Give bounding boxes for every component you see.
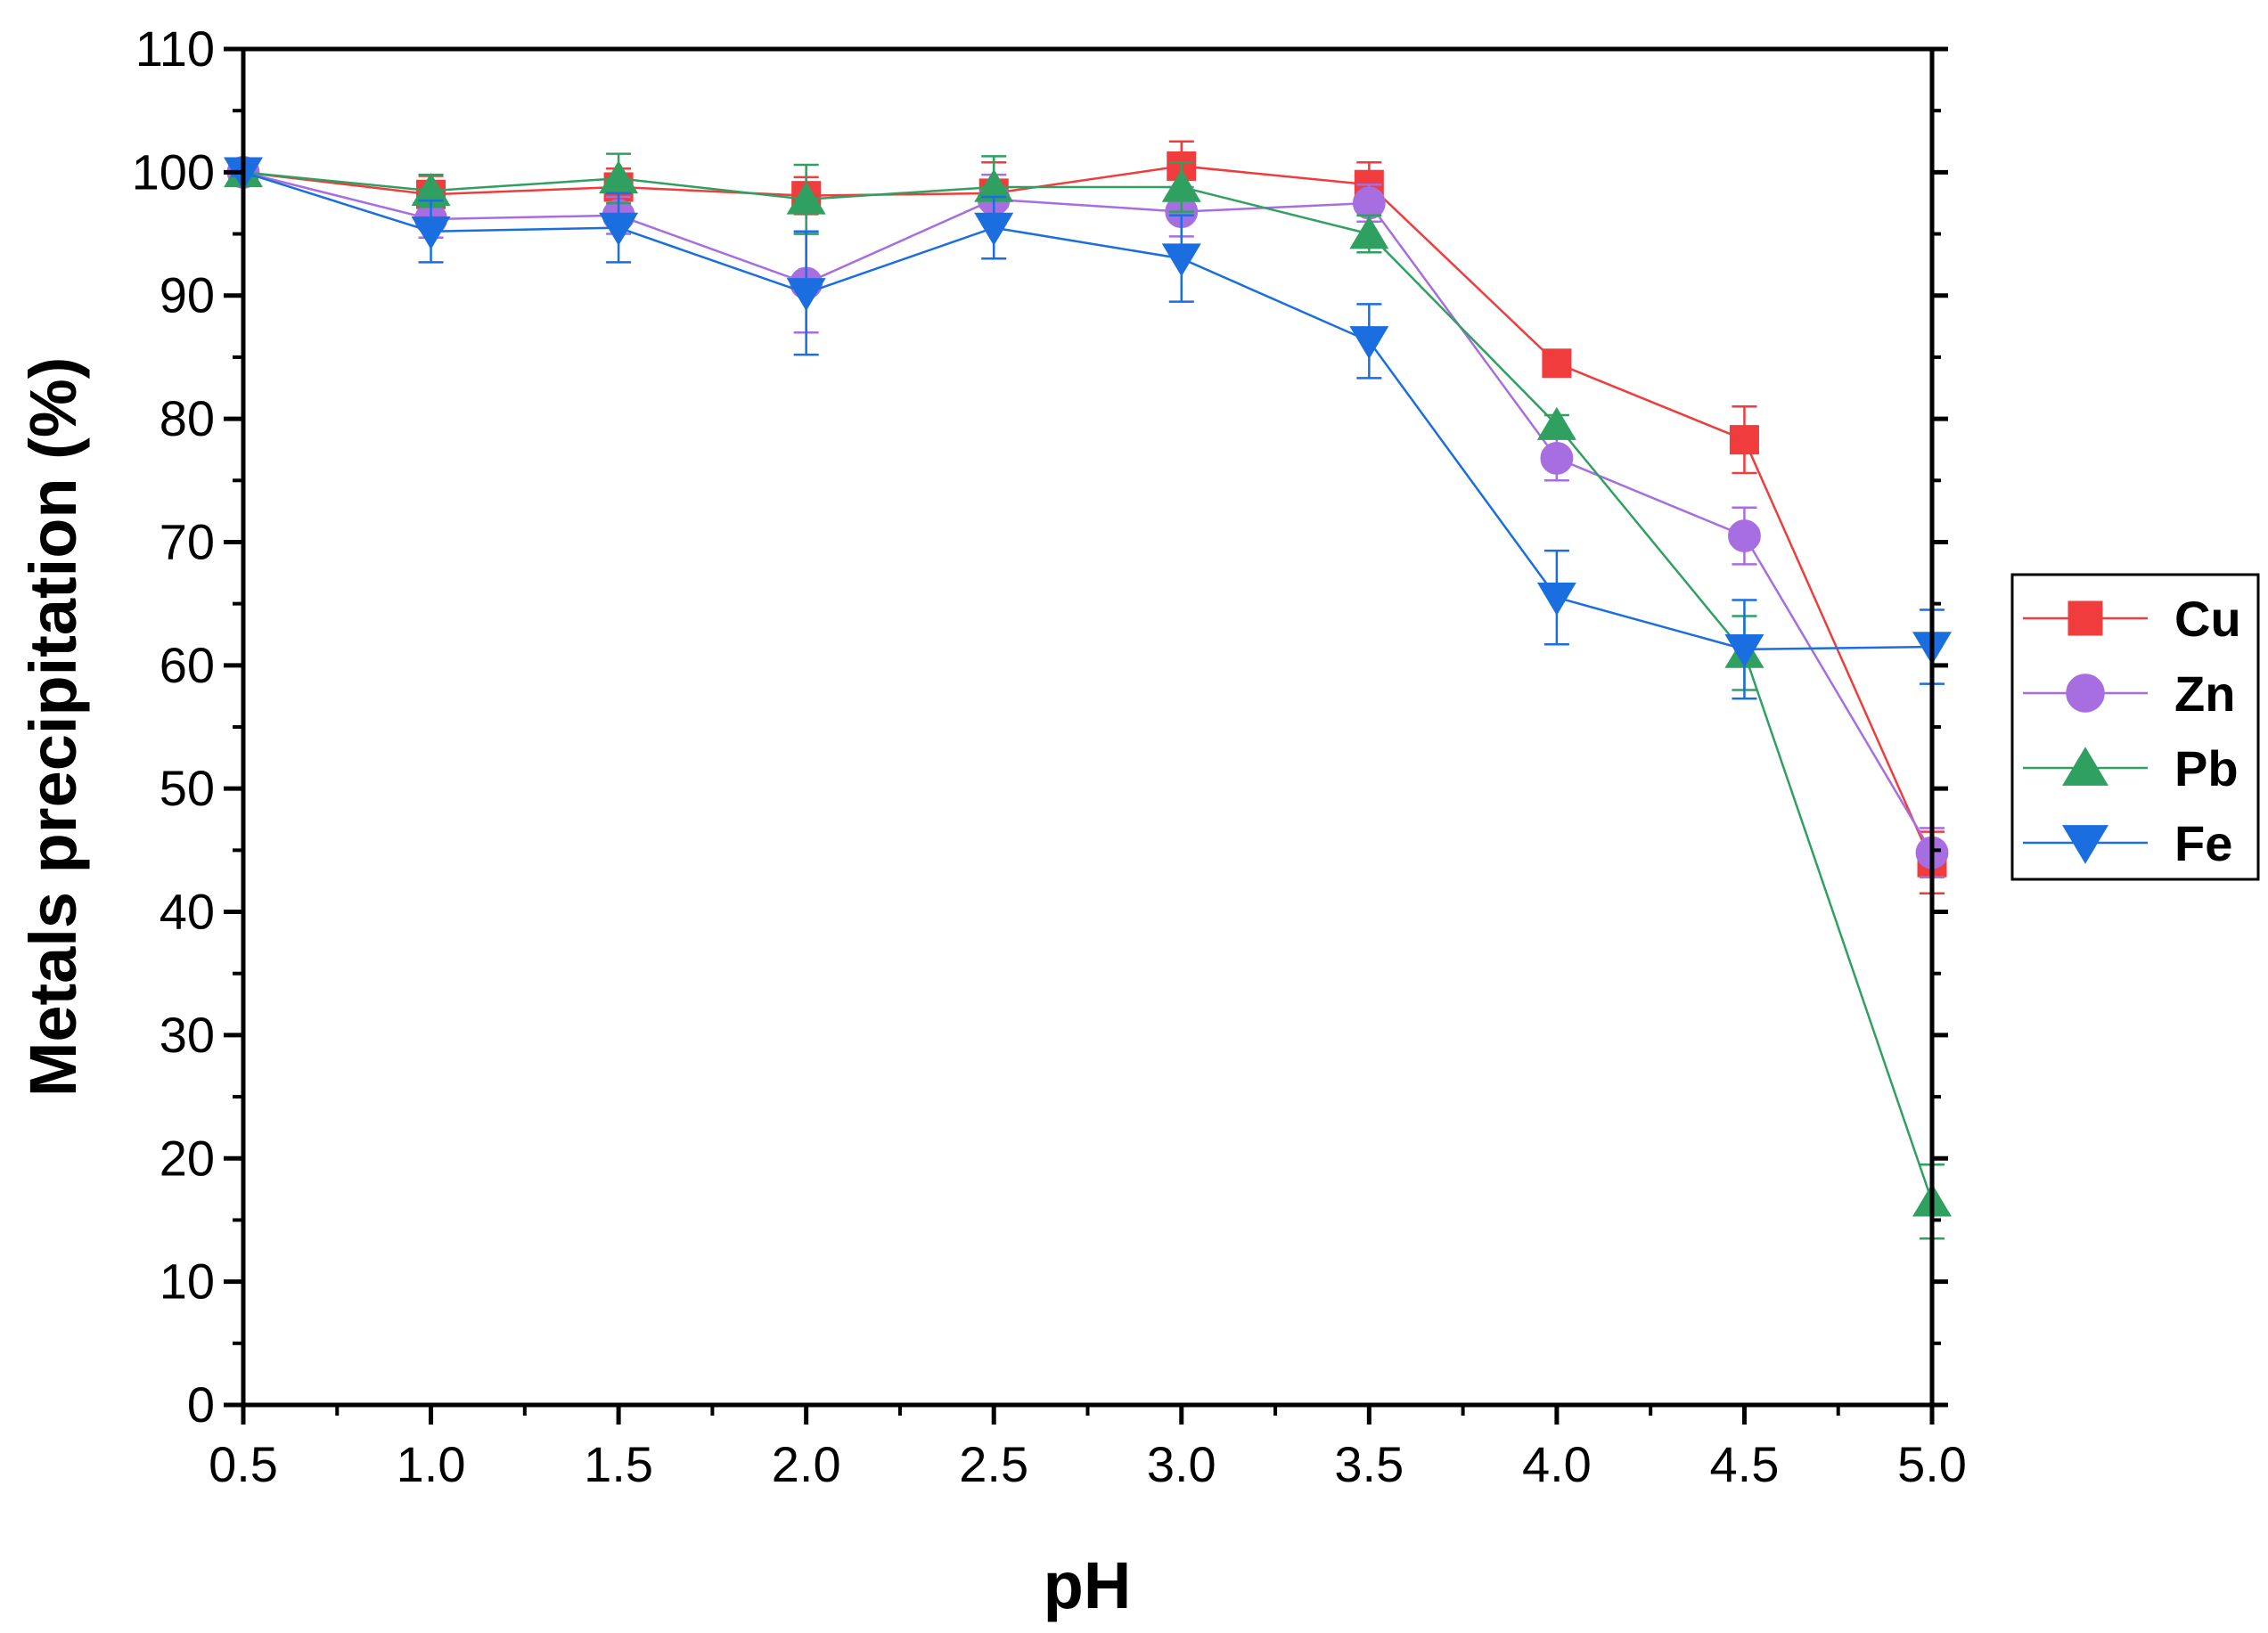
y-tick-label: 70 — [160, 513, 215, 569]
legend-entries: Cu Zn Pb Fe — [2023, 591, 2241, 871]
data-point — [1349, 216, 1389, 249]
x-tick-label: 1.0 — [397, 1436, 466, 1492]
x-tick-label: 2.5 — [959, 1436, 1028, 1492]
data-point — [1349, 326, 1389, 360]
data-point — [599, 212, 639, 246]
series-cu — [228, 140, 1947, 895]
y-tick-label: 100 — [132, 143, 215, 200]
x-tick-label: 3.5 — [1334, 1436, 1404, 1492]
legend-label: Pb — [2174, 740, 2239, 796]
plot-series — [224, 140, 1952, 1240]
series-line — [242, 171, 1933, 651]
y-tick-label: 90 — [160, 267, 215, 323]
data-point — [1161, 243, 1201, 277]
series-zn — [226, 155, 1949, 879]
data-point — [1161, 168, 1201, 202]
data-point — [1728, 519, 1761, 552]
x-tick-label: 4.0 — [1522, 1436, 1592, 1492]
data-point — [786, 278, 826, 312]
legend-entry-zn: Zn — [2023, 665, 2235, 722]
series-line — [242, 171, 1934, 853]
x-tick-label: 0.5 — [209, 1436, 278, 1492]
y-tick-label: 60 — [160, 637, 215, 693]
y-tick-label: 30 — [160, 1007, 215, 1063]
legend-label: Zn — [2174, 665, 2235, 722]
legend-entry-fe: Fe — [2023, 815, 2232, 871]
series-line — [242, 165, 1934, 863]
x-axis-title: pH — [1044, 1548, 1132, 1622]
data-point — [1542, 348, 1572, 379]
legend-entry-cu: Cu — [2023, 591, 2241, 647]
data-point — [411, 216, 451, 249]
series-line — [242, 171, 1934, 1203]
data-point — [1724, 634, 1764, 668]
y-tick-label: 40 — [160, 884, 215, 940]
plot-frame — [241, 46, 1935, 1408]
series-fe — [224, 157, 1952, 700]
legend-label: Cu — [2174, 591, 2241, 647]
y-axis-title: Metals precipitation (%) — [16, 357, 90, 1098]
y-tick-label: 10 — [160, 1253, 215, 1310]
data-point — [974, 212, 1014, 246]
data-point — [1536, 582, 1576, 616]
axes: 0 10 20 30 40 50 60 70 80 90 100 110 0.5 1.0 1.5 2.0 2.5… — [132, 20, 1967, 1492]
y-tick-label: 80 — [160, 390, 215, 446]
x-tick-label: 5.0 — [1897, 1436, 1967, 1492]
legend-marker — [2067, 600, 2103, 636]
data-point — [1352, 186, 1386, 220]
data-point — [1540, 441, 1574, 475]
y-tick-label: 20 — [160, 1130, 215, 1186]
series-pb — [224, 152, 1952, 1240]
legend-marker — [2066, 674, 2105, 713]
data-point — [786, 181, 826, 215]
y-tick-label: 110 — [135, 20, 215, 77]
legend: Cu Zn Pb Fe — [2010, 573, 2260, 881]
data-point — [1729, 425, 1759, 455]
y-tick-label: 50 — [160, 760, 215, 816]
legend-box — [2010, 573, 2260, 881]
legend-label: Fe — [2174, 815, 2232, 871]
x-tick-label: 4.5 — [1710, 1436, 1780, 1492]
data-point — [1536, 406, 1576, 440]
legend-marker — [2062, 825, 2108, 864]
x-tick-label: 2.0 — [772, 1436, 841, 1492]
legend-marker — [2062, 747, 2108, 786]
x-tick-label: 1.5 — [584, 1436, 653, 1492]
legend-entry-pb: Pb — [2023, 740, 2239, 796]
x-tick-label: 3.0 — [1147, 1436, 1216, 1492]
y-tick-label: 0 — [187, 1376, 215, 1433]
